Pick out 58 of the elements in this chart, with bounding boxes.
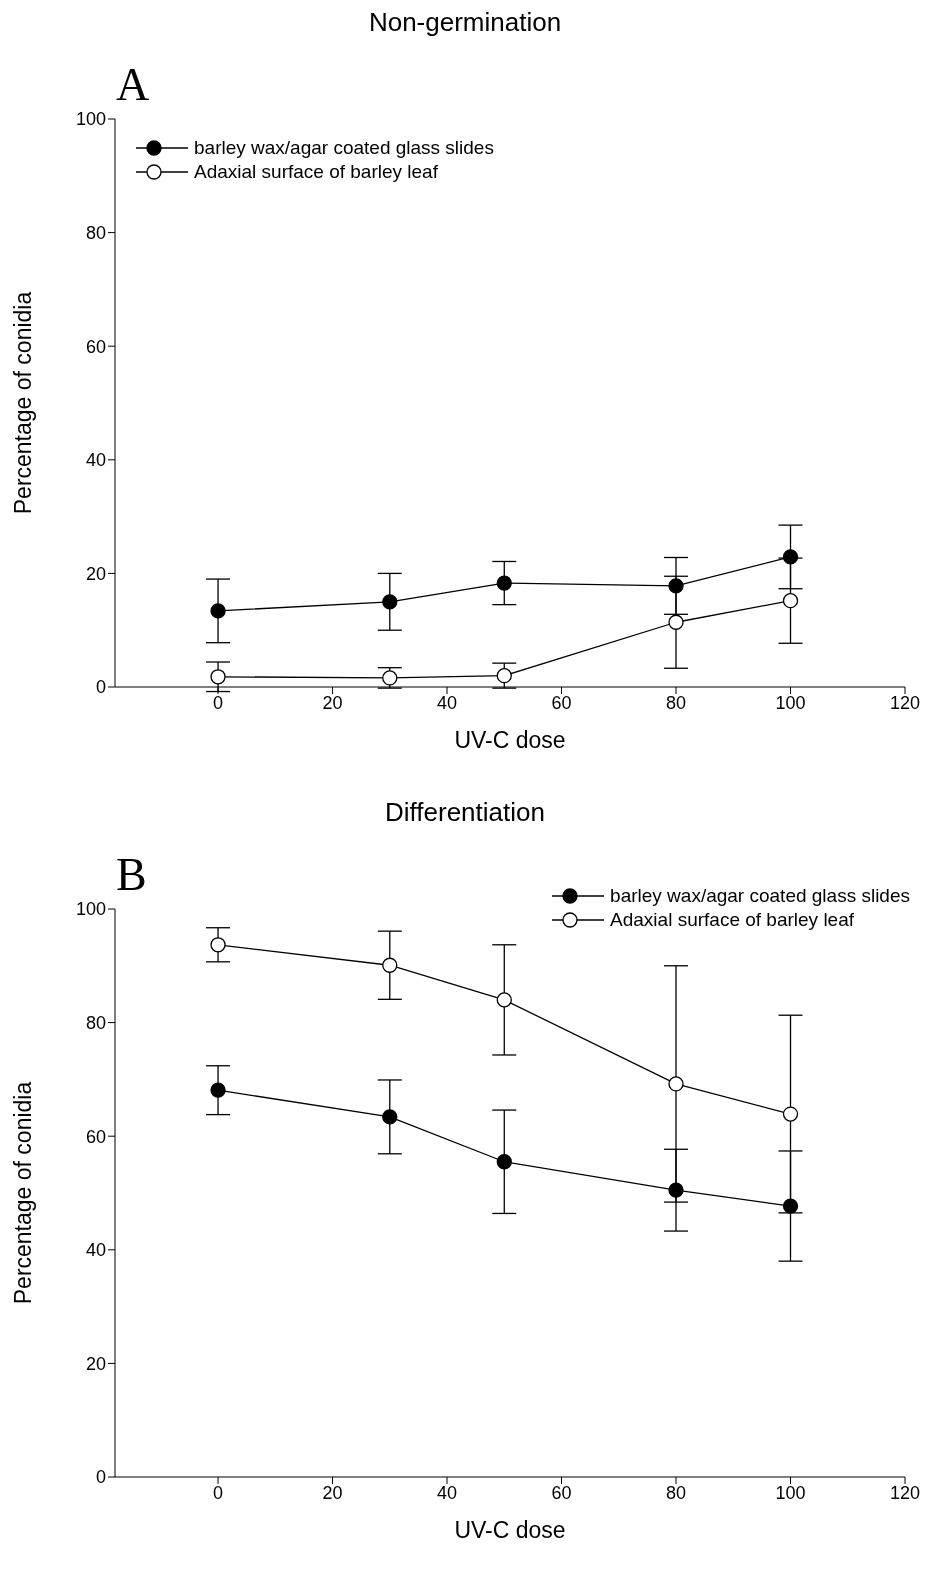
y-tick-label: 40 xyxy=(85,450,106,471)
y-tick-label: 100 xyxy=(75,899,106,920)
x-tick-label: 20 xyxy=(322,692,343,713)
y-tick-label: 60 xyxy=(85,1126,106,1147)
point xyxy=(668,578,684,594)
x-tick-label: 40 xyxy=(437,692,458,713)
x-tick-label: 100 xyxy=(775,1482,806,1503)
y-axis-title: Percentage of conidia xyxy=(10,291,37,515)
point xyxy=(496,575,512,591)
point xyxy=(668,614,684,630)
y-tick-label: 80 xyxy=(85,1012,106,1033)
x-tick-label: 80 xyxy=(666,692,687,713)
x-axis-title: UV-C dose xyxy=(454,727,566,753)
point xyxy=(382,1109,398,1125)
x-axis-title: UV-C dose xyxy=(454,1517,566,1543)
x-tick-label: 60 xyxy=(551,1482,572,1503)
point xyxy=(782,593,799,609)
point xyxy=(382,957,398,973)
x-tick-label: 60 xyxy=(551,692,572,713)
point xyxy=(210,669,226,685)
point xyxy=(668,1182,684,1198)
point xyxy=(382,670,398,686)
point xyxy=(496,1154,512,1170)
x-tick-label: 20 xyxy=(322,1482,343,1503)
y-tick-label: 0 xyxy=(95,1467,106,1488)
point xyxy=(210,937,226,953)
chart-title: Differentiation xyxy=(384,797,546,829)
y-tick-label: 20 xyxy=(85,563,106,584)
text: B xyxy=(116,848,147,901)
text: A xyxy=(116,58,150,111)
legend-label: barley wax/agar coated glass slides xyxy=(610,885,910,907)
y-tick-label: 20 xyxy=(85,1353,106,1374)
point xyxy=(496,667,512,684)
x-tick-label: 80 xyxy=(666,1482,687,1503)
legend-label: Adaxial surface of barley leaf xyxy=(610,909,855,931)
x-tick-label: 120 xyxy=(889,692,921,713)
x-tick-label: 40 xyxy=(437,1482,458,1503)
y-tick-label: 0 xyxy=(95,677,106,698)
y-tick-label: 80 xyxy=(85,222,106,243)
point xyxy=(782,1198,799,1214)
point xyxy=(382,594,398,610)
legend-label: barley wax/agar coated glass slides xyxy=(194,137,494,159)
x-tick-label: 0 xyxy=(213,1482,224,1503)
x-tick-label: 120 xyxy=(889,1482,921,1503)
y-tick-label: 100 xyxy=(75,109,106,130)
point xyxy=(782,1106,799,1122)
chart-title: Non-germination xyxy=(367,7,563,39)
x-tick-label: 0 xyxy=(213,692,224,713)
point xyxy=(668,1076,684,1092)
point xyxy=(496,992,512,1008)
legend-label: Adaxial surface of barley leaf xyxy=(194,161,438,183)
y-tick-label: 60 xyxy=(85,336,106,357)
y-axis-title: Percentage of conidia xyxy=(10,1081,37,1305)
point xyxy=(782,549,799,565)
point xyxy=(210,1082,226,1098)
x-tick-label: 100 xyxy=(775,692,806,713)
y-tick-label: 40 xyxy=(85,1240,106,1261)
point xyxy=(210,603,226,619)
